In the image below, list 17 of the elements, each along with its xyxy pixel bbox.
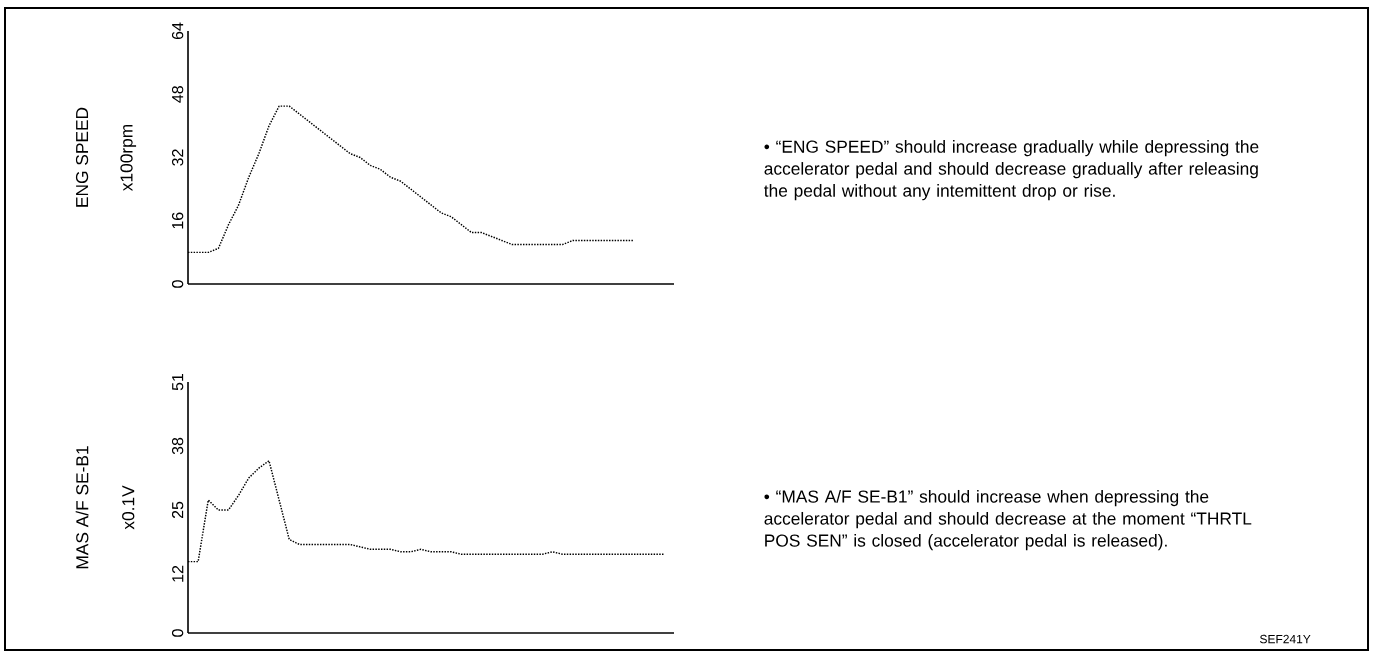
y-tick-label: 0 — [171, 629, 184, 637]
y-tick-label: 25 — [171, 501, 184, 519]
y-tick-label: 16 — [171, 212, 184, 229]
y-tick-label: 12 — [172, 565, 184, 582]
text: x0.1V — [122, 485, 135, 530]
y-axis-title: ENG SPEED — [75, 107, 89, 207]
y-tick-label: 38 — [171, 437, 184, 455]
y-tick-label: 64 — [171, 22, 184, 40]
text: • “MAS A/F SE-B1” should increase when depressing the accelerator pedal and should decrease at the moment “THRTL POS SEN” is closed (accelerator pedal is released). — [764, 489, 1252, 551]
text: x100rpm — [120, 124, 137, 192]
text: • “ENG SPEED” should increase gradually while depressing the accelerator pedal and should decrease gradually after releasing the pedal without any intemittent drop or rise. — [764, 140, 1259, 201]
y-tick-label: 32 — [171, 149, 184, 166]
text: SEF241Y — [1260, 634, 1311, 644]
y-tick-label: 0 — [171, 280, 184, 288]
y-axis-title: MAS A/F SE-B1 — [75, 446, 89, 569]
y-tick-label: 48 — [171, 86, 184, 103]
y-tick-label: 51 — [172, 373, 184, 391]
